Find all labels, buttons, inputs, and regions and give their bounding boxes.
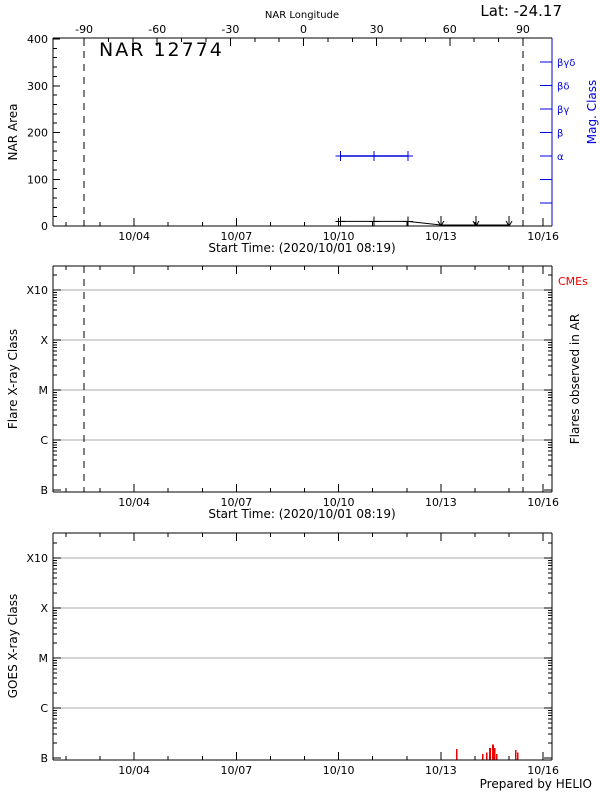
nar-area-axis-label: NAR Area bbox=[6, 103, 20, 161]
svg-text:10/13: 10/13 bbox=[425, 764, 457, 777]
nar-longitude-axis-label: NAR Longitude bbox=[264, 10, 340, 21]
flares-observed-label: Flares observed in AR bbox=[568, 313, 582, 445]
svg-text:10/13: 10/13 bbox=[425, 496, 457, 509]
svg-text:M: M bbox=[39, 652, 49, 665]
svg-text:B: B bbox=[40, 484, 48, 497]
svg-text:0: 0 bbox=[41, 220, 48, 233]
svg-text:M: M bbox=[39, 384, 49, 397]
panel-goes-xray-flux: B C M X X10 10/04 10/07 10/10 10/13 10/16 bbox=[26, 532, 559, 777]
svg-text:α: α bbox=[557, 152, 564, 163]
svg-text:-90: -90 bbox=[75, 23, 93, 36]
svg-text:β: β bbox=[557, 129, 563, 140]
svg-text:B: B bbox=[40, 752, 48, 765]
svg-text:10/04: 10/04 bbox=[118, 764, 150, 777]
credit-label: Prepared by HELIO bbox=[479, 777, 592, 791]
svg-text:βγδ: βγδ bbox=[557, 58, 575, 69]
svg-text:10/07: 10/07 bbox=[221, 496, 253, 509]
svg-text:X10: X10 bbox=[26, 552, 48, 565]
svg-text:10/07: 10/07 bbox=[221, 764, 253, 777]
svg-text:200: 200 bbox=[27, 127, 48, 140]
start-time-label-top: Start Time: (2020/10/01 08:19) bbox=[208, 241, 396, 255]
svg-text:X: X bbox=[40, 602, 48, 615]
svg-text:90: 90 bbox=[516, 23, 530, 36]
cmes-label: CMEs bbox=[558, 275, 588, 288]
svg-text:βδ: βδ bbox=[557, 82, 570, 93]
svg-text:10/07: 10/07 bbox=[221, 230, 253, 243]
svg-text:10/16: 10/16 bbox=[527, 230, 559, 243]
svg-text:10/10: 10/10 bbox=[323, 764, 355, 777]
svg-text:100: 100 bbox=[27, 173, 48, 186]
svg-text:-60: -60 bbox=[148, 23, 166, 36]
svg-text:30: 30 bbox=[370, 23, 384, 36]
svg-text:60: 60 bbox=[443, 23, 457, 36]
svg-text:0: 0 bbox=[300, 23, 307, 36]
start-time-label-middle: Start Time: (2020/10/01 08:19) bbox=[208, 507, 396, 521]
mag-class-axis-label: Mag. Class bbox=[585, 79, 599, 145]
svg-text:400: 400 bbox=[27, 33, 48, 46]
svg-text:C: C bbox=[40, 702, 48, 715]
flare-class-axis-label: Flare X-ray Class bbox=[6, 328, 20, 430]
svg-text:-30: -30 bbox=[221, 23, 239, 36]
svg-text:10/10: 10/10 bbox=[323, 496, 355, 509]
svg-text:10/04: 10/04 bbox=[118, 230, 150, 243]
svg-text:10/04: 10/04 bbox=[118, 496, 150, 509]
svg-text:C: C bbox=[40, 434, 48, 447]
svg-text:10/16: 10/16 bbox=[527, 496, 559, 509]
svg-text:10/10: 10/10 bbox=[323, 230, 355, 243]
svg-text:X10: X10 bbox=[26, 284, 48, 297]
svg-text:X: X bbox=[40, 334, 48, 347]
goes-class-axis-label: GOES X-ray Class bbox=[6, 593, 20, 699]
latitude-label: Lat: -24.17 bbox=[480, 2, 562, 20]
panel-flares-observed-in-ar: B C M X X10 10/04 10/07 10/10 10/13 10/16 bbox=[26, 265, 559, 509]
active-region-title: NAR 12774 bbox=[99, 39, 224, 61]
panel-nar-area: 0 100 200 300 400 -90 -60 -30 0 30 60 90 10/04 10/07 1… bbox=[27, 23, 575, 243]
svg-text:300: 300 bbox=[27, 80, 48, 93]
svg-text:βγ: βγ bbox=[557, 105, 569, 116]
svg-text:10/13: 10/13 bbox=[425, 230, 457, 243]
svg-text:10/16: 10/16 bbox=[527, 764, 559, 777]
